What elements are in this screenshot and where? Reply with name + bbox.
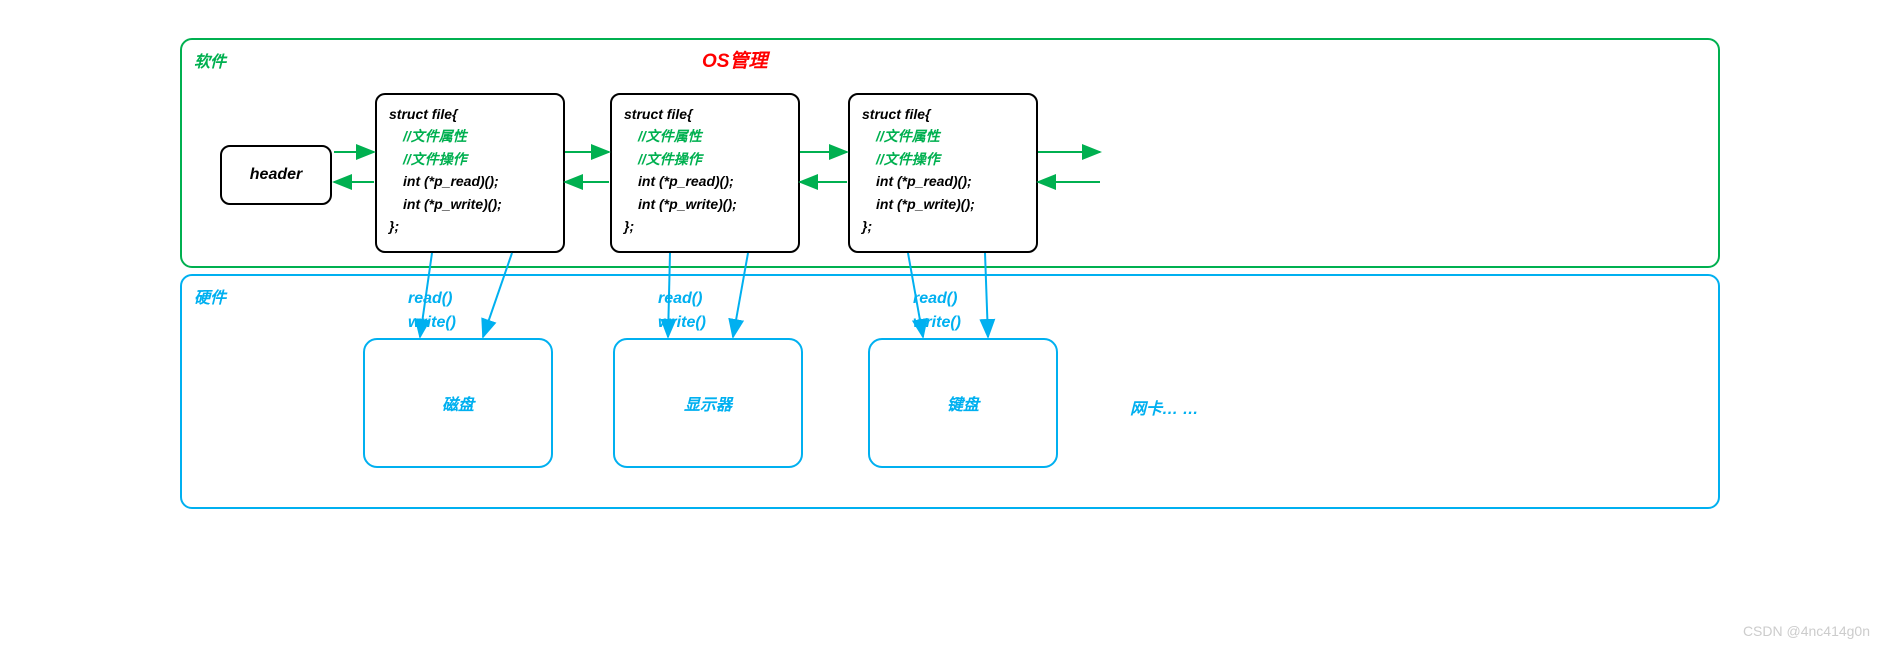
- struct-box-2: struct file{ //文件属性 //文件操作 int (*p_read)…: [848, 93, 1038, 253]
- write-label-0: write(): [408, 314, 456, 332]
- read-label-0: read(): [408, 290, 452, 308]
- struct-line: int (*p_write)();: [389, 193, 551, 215]
- struct-line: struct file{: [862, 103, 1024, 125]
- hardware-label: 硬件: [194, 284, 226, 308]
- struct-line: int (*p_write)();: [624, 193, 786, 215]
- header-box: header: [220, 145, 332, 205]
- struct-line: int (*p_write)();: [862, 193, 1024, 215]
- struct-line: //文件属性: [624, 125, 786, 147]
- software-label: 软件: [194, 48, 226, 72]
- device-box-1: 显示器: [613, 338, 803, 468]
- device-box-2: 键盘: [868, 338, 1058, 468]
- device-label: 键盘: [947, 391, 979, 415]
- struct-box-0: struct file{ //文件属性 //文件操作 int (*p_read)…: [375, 93, 565, 253]
- watermark: CSDN @4nc414g0n: [1743, 623, 1870, 639]
- write-label-2: write(): [913, 314, 961, 332]
- struct-line: int (*p_read)();: [862, 170, 1024, 192]
- device-label: 磁盘: [442, 391, 474, 415]
- write-label-1: write(): [658, 314, 706, 332]
- struct-line: //文件操作: [624, 148, 786, 170]
- struct-line: //文件属性: [862, 125, 1024, 147]
- struct-line: };: [862, 215, 1024, 237]
- struct-line: struct file{: [389, 103, 551, 125]
- struct-line: };: [624, 215, 786, 237]
- extra-label: 网卡… …: [1130, 395, 1198, 419]
- struct-line: int (*p_read)();: [624, 170, 786, 192]
- device-box-0: 磁盘: [363, 338, 553, 468]
- struct-line: //文件属性: [389, 125, 551, 147]
- struct-line: struct file{: [624, 103, 786, 125]
- struct-line: };: [389, 215, 551, 237]
- header-text: header: [250, 166, 302, 184]
- struct-line: //文件操作: [389, 148, 551, 170]
- struct-line: int (*p_read)();: [389, 170, 551, 192]
- read-label-1: read(): [658, 290, 702, 308]
- struct-line: //文件操作: [862, 148, 1024, 170]
- read-label-2: read(): [913, 290, 957, 308]
- struct-box-1: struct file{ //文件属性 //文件操作 int (*p_read)…: [610, 93, 800, 253]
- device-label: 显示器: [684, 391, 732, 415]
- os-title: OS管理: [702, 46, 767, 73]
